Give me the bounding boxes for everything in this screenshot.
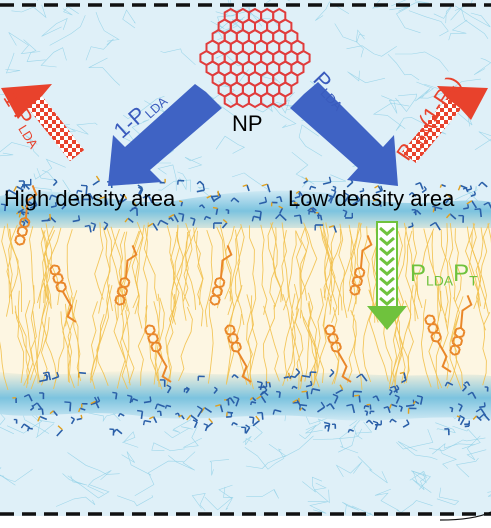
page-curl bbox=[439, 511, 491, 521]
arrow-left-red bbox=[1, 84, 84, 161]
lipid-bilayer bbox=[0, 175, 491, 437]
cholesterol-icon bbox=[324, 324, 352, 383]
arrow-down-green bbox=[367, 221, 407, 330]
arrow-right-red bbox=[402, 86, 488, 163]
cholesterol-icon bbox=[144, 324, 172, 383]
cholesterol-icon bbox=[14, 185, 38, 246]
cholesterol-icon bbox=[449, 295, 473, 356]
nanoparticle-icon bbox=[199, 7, 311, 109]
cholesterol-icon bbox=[114, 245, 138, 306]
cholesterol-icon bbox=[209, 245, 233, 306]
lower-headgroup-layer bbox=[0, 370, 491, 421]
cholesterol-icon bbox=[49, 264, 77, 323]
arrow-right-blue bbox=[290, 82, 398, 186]
cholesterol-icon bbox=[424, 314, 452, 373]
cholesterol-icon bbox=[349, 235, 373, 296]
lipid-headgroups bbox=[0, 175, 491, 437]
nanoparticle-label: NP bbox=[232, 111, 263, 136]
green-probability-label: PLDAPT bbox=[410, 260, 478, 289]
cholesterol-icon bbox=[224, 324, 252, 383]
arrow-left-blue bbox=[108, 84, 222, 186]
cholesterol-molecules bbox=[14, 185, 473, 383]
high-density-label: High density area bbox=[4, 186, 176, 211]
low-density-label: Low density area bbox=[288, 186, 455, 211]
hydrophobic-core bbox=[0, 228, 491, 378]
